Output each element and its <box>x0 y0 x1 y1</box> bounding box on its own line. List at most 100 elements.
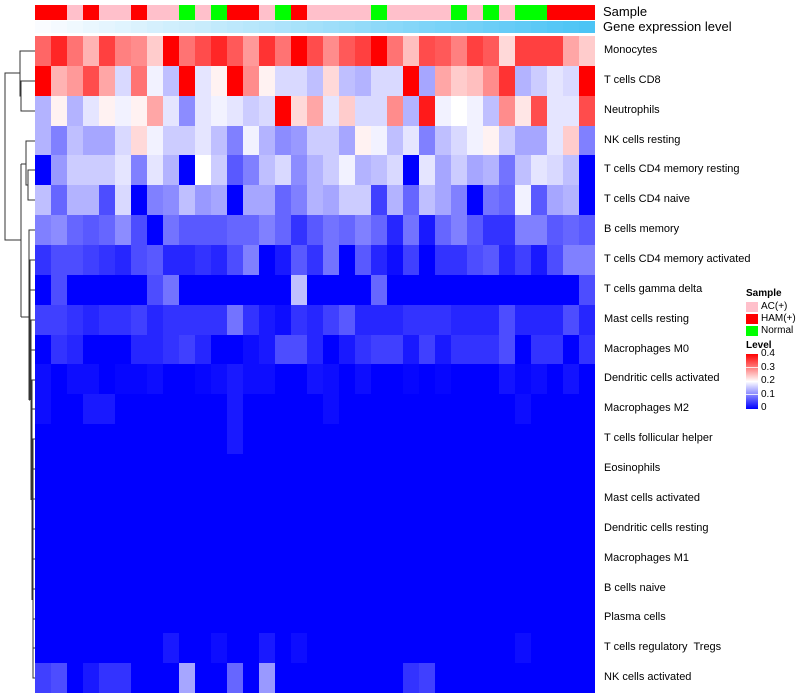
heatmap-cell <box>227 65 243 96</box>
heatmap-cell <box>403 334 419 365</box>
heatmap-cell <box>163 633 179 664</box>
gene-annotation-cell <box>291 21 307 33</box>
heatmap-cell <box>195 274 211 305</box>
row-label: Mast cells resting <box>604 312 689 325</box>
heatmap-cell <box>499 663 515 693</box>
gene-annotation-cell <box>323 21 339 33</box>
heatmap-cell <box>323 394 339 425</box>
heatmap-cell <box>35 215 51 246</box>
heatmap-cell <box>371 513 387 544</box>
heatmap-cell <box>355 603 371 634</box>
heatmap-cell <box>211 573 227 604</box>
heatmap-cell <box>259 125 275 156</box>
heatmap-cell <box>339 155 355 186</box>
heatmap-cell <box>387 483 403 514</box>
heatmap-cell <box>355 155 371 186</box>
heatmap-cell <box>83 65 99 96</box>
heatmap-cell <box>419 364 435 395</box>
heatmap-cell <box>147 215 163 246</box>
heatmap-grid <box>35 36 595 693</box>
heatmap-cell <box>35 603 51 634</box>
heatmap-cell <box>211 543 227 574</box>
heatmap-cell <box>435 394 451 425</box>
heatmap-cell <box>211 304 227 335</box>
heatmap-cell <box>99 36 115 66</box>
heatmap-cell <box>307 304 323 335</box>
heatmap-cell <box>163 483 179 514</box>
heatmap-cell <box>83 513 99 544</box>
heatmap-cell <box>163 185 179 216</box>
heatmap-cell <box>67 304 83 335</box>
heatmap-cell <box>83 364 99 395</box>
heatmap-cell <box>99 245 115 275</box>
heatmap-cell <box>259 304 275 335</box>
heatmap-cell <box>147 633 163 664</box>
heatmap-cell <box>259 215 275 246</box>
heatmap-cell <box>387 364 403 395</box>
gene-annotation-cell <box>147 21 163 33</box>
heatmap-cell <box>547 185 563 216</box>
heatmap-cell <box>243 424 259 455</box>
heatmap-cell <box>227 364 243 395</box>
heatmap-cell <box>547 663 563 693</box>
gene-annotation-cell <box>483 21 499 33</box>
heatmap-cell <box>307 65 323 96</box>
heatmap-cell <box>83 543 99 574</box>
heatmap-cell <box>371 215 387 246</box>
heatmap-cell <box>259 185 275 216</box>
heatmap-cell <box>291 424 307 455</box>
heatmap-cell <box>547 334 563 365</box>
row-label: Eosinophils <box>604 462 661 475</box>
heatmap-cell <box>51 304 67 335</box>
heatmap-cell <box>131 573 147 604</box>
heatmap-cell <box>179 155 195 186</box>
heatmap-cell <box>211 155 227 186</box>
heatmap-cell <box>211 185 227 216</box>
heatmap-cell <box>451 36 467 66</box>
heatmap-cell <box>275 125 291 156</box>
gene-annotation-cell <box>131 21 147 33</box>
heatmap-cell <box>195 155 211 186</box>
heatmap-cell <box>371 334 387 365</box>
row-label: Macrophages M0 <box>604 342 689 355</box>
heatmap-cell <box>67 573 83 604</box>
heatmap-cell <box>131 543 147 574</box>
heatmap-cell <box>99 95 115 126</box>
heatmap-cell <box>147 304 163 335</box>
heatmap-cell <box>67 215 83 246</box>
heatmap-cell <box>515 603 531 634</box>
heatmap-cell <box>259 245 275 275</box>
heatmap-cell <box>35 334 51 365</box>
heatmap-cell <box>387 633 403 664</box>
heatmap-cell <box>483 95 499 126</box>
heatmap-cell <box>163 394 179 425</box>
heatmap-cell <box>259 364 275 395</box>
heatmap-cell <box>307 185 323 216</box>
heatmap-cell <box>467 454 483 484</box>
heatmap-cell <box>291 513 307 544</box>
heatmap-cell <box>387 185 403 216</box>
heatmap-cell <box>259 633 275 664</box>
heatmap-cell <box>291 663 307 693</box>
heatmap-cell <box>35 394 51 425</box>
heatmap-cell <box>339 424 355 455</box>
heatmap-cell <box>435 663 451 693</box>
heatmap-cell <box>563 245 579 275</box>
heatmap-cell <box>419 274 435 305</box>
heatmap-cell <box>483 603 499 634</box>
heatmap-cell <box>323 65 339 96</box>
heatmap-cell <box>227 185 243 216</box>
heatmap-cell <box>243 573 259 604</box>
row-label: Plasma cells <box>604 611 666 624</box>
heatmap-cell <box>403 215 419 246</box>
legend-swatch <box>746 301 758 312</box>
heatmap-cell <box>131 454 147 484</box>
heatmap-cell <box>483 334 499 365</box>
heatmap-cell <box>355 215 371 246</box>
heatmap-cell <box>275 394 291 425</box>
heatmap-cell <box>355 364 371 395</box>
heatmap-cell <box>499 36 515 66</box>
heatmap-cell <box>515 36 531 66</box>
heatmap-cell <box>51 245 67 275</box>
heatmap-cell <box>563 334 579 365</box>
